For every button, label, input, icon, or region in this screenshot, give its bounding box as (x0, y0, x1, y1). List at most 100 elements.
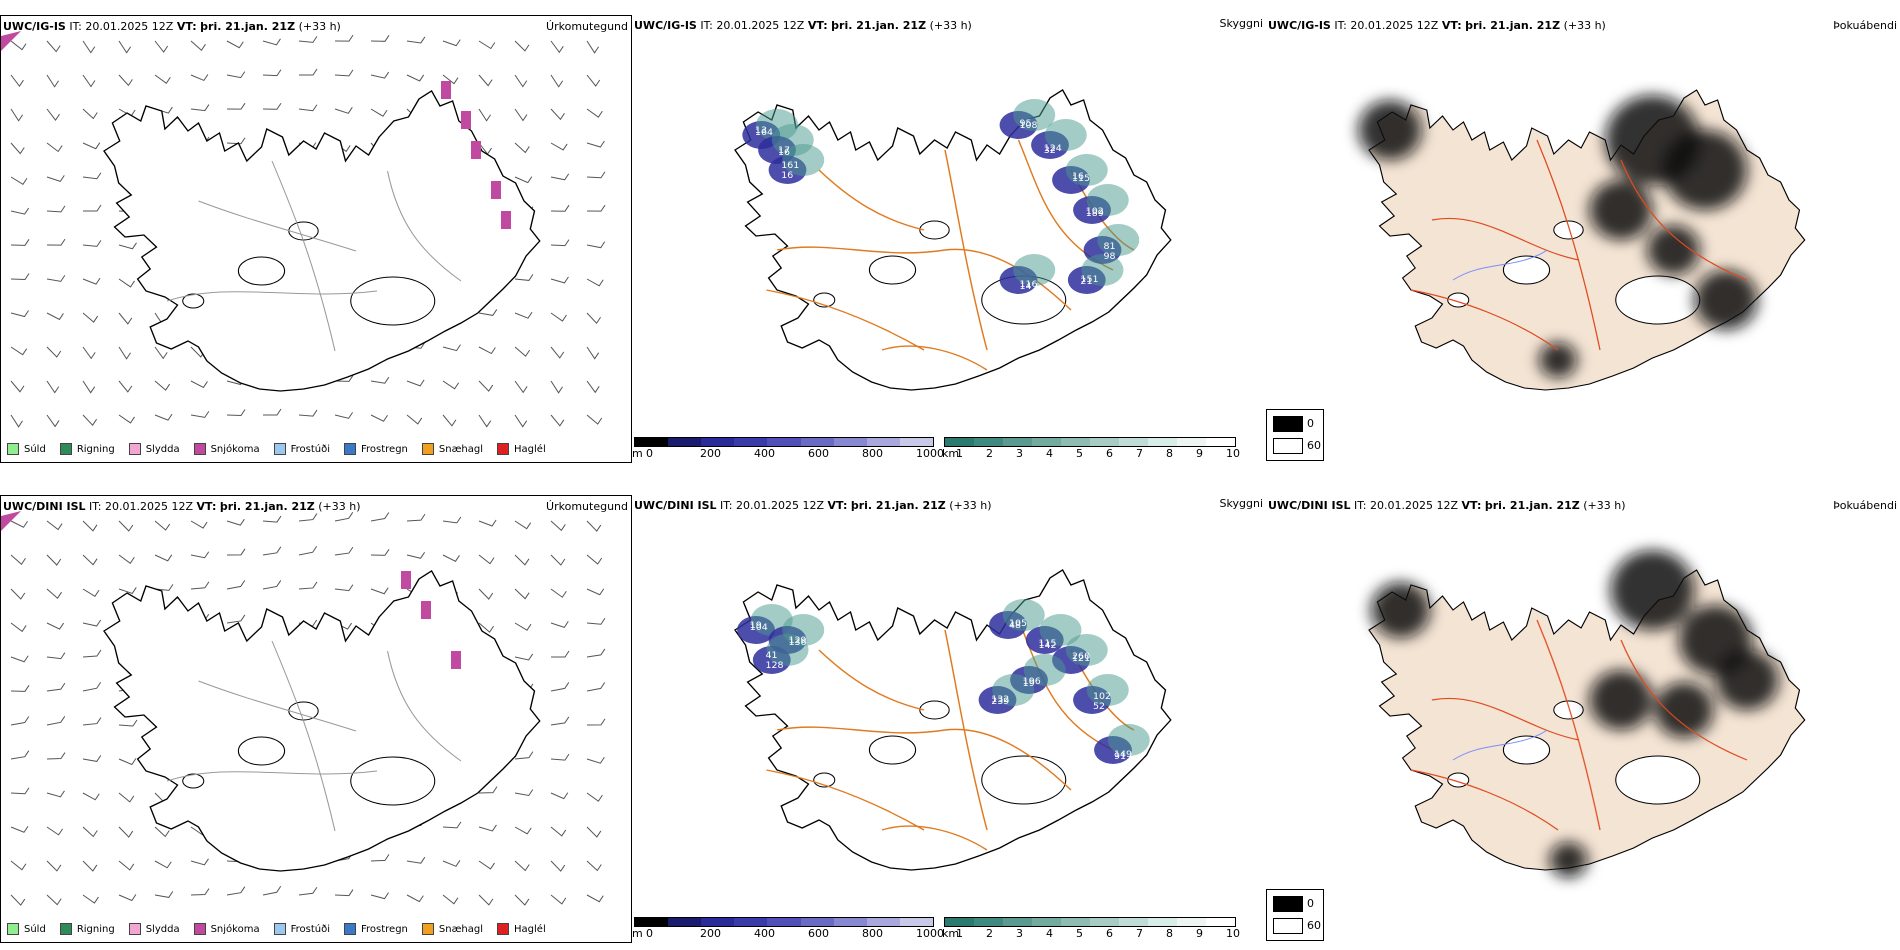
legend-swatch (273, 443, 286, 455)
wind-barb (118, 40, 132, 54)
wind-barb (550, 380, 563, 394)
cloud-base-label: 41 (765, 650, 777, 661)
wind-barb (82, 108, 98, 120)
wind-barb (550, 520, 566, 532)
snowfall-patch (1, 31, 21, 51)
wind-barb (190, 40, 206, 52)
cloud-base-label: 108 (1020, 120, 1038, 131)
cloud-base-label: 32 (1044, 145, 1056, 156)
wind-barb (82, 520, 98, 532)
wind-barb (46, 752, 66, 760)
road-line (1410, 769, 1559, 831)
road-line (766, 289, 925, 351)
cloud-base-colorbar: m 0 200 400 600 800 1000 (632, 915, 944, 945)
iceland-coastline (734, 89, 1172, 391)
wind-barb (298, 513, 318, 522)
glacier-outline (1502, 255, 1551, 285)
snowfall-patch (451, 651, 461, 669)
wind-barb (406, 894, 424, 903)
wind-barb-map (1, 511, 606, 906)
legend-swatch (7, 923, 19, 935)
colorbar-segment (701, 918, 735, 926)
panel-type-label: Skyggni (1219, 17, 1263, 30)
panel-header: UWC/IG-IS IT: 20.01.2025 12Z VT: þri. 21… (1268, 19, 1606, 32)
wind-barb (550, 860, 566, 872)
fog-area (1663, 130, 1747, 210)
wind-barb (586, 682, 606, 692)
wind-barb (46, 275, 66, 282)
low-visibility-area (1086, 184, 1129, 216)
wind-barb (442, 554, 460, 562)
wind-barb (334, 34, 354, 42)
wind-barb (370, 892, 389, 900)
wind-barb (406, 414, 423, 425)
legend-item: Snæhagl (421, 923, 483, 935)
legend-swatch (497, 923, 510, 935)
wind-barb (478, 519, 497, 527)
legend-item: Slydda (128, 443, 180, 455)
colorbar-tick: 800 (862, 447, 883, 460)
legend-label: Rigning (76, 923, 115, 935)
cloud-base-label: 48 (1009, 620, 1021, 631)
wind-barb (550, 826, 567, 837)
snowfall-patch (501, 211, 511, 229)
legend-item: Frostregn (344, 923, 408, 935)
low-visibility-area (1081, 254, 1124, 286)
wind-barb (586, 204, 606, 212)
fog-area (1589, 180, 1653, 240)
wind-barb (46, 346, 62, 358)
visibility-map: 1317169512416102981511161641616110832115… (734, 89, 1172, 391)
glacier-outline (350, 276, 436, 326)
cloud-base-label: 239 (991, 696, 1009, 707)
wind-barb (550, 792, 569, 800)
wind-barb (550, 74, 564, 88)
wind-barb (478, 74, 493, 87)
wind-barb (298, 581, 318, 590)
wind-barb (46, 682, 66, 692)
wind-barb (442, 860, 461, 867)
wind-barb (550, 173, 570, 181)
panel-type-label: Þokuábendi (1833, 19, 1897, 32)
road-line (881, 345, 988, 371)
wind-barb (190, 74, 209, 82)
wind-barb (298, 104, 318, 112)
legend-label: Frostregn (361, 923, 408, 935)
glacier-outline (1615, 275, 1701, 325)
glacier-outline (288, 221, 319, 241)
wind-barb (370, 587, 389, 595)
wind-barb (46, 826, 63, 836)
legend-label: Frostúði (290, 443, 330, 455)
wind-barb (10, 622, 27, 633)
wind-barb (442, 74, 459, 85)
wind-barb (118, 414, 135, 424)
wind-barb (118, 758, 137, 766)
wind-barb (190, 551, 210, 559)
wind-barb (586, 74, 601, 87)
fog-area (1654, 682, 1714, 738)
wind-barb (10, 310, 29, 318)
glacier-outline (182, 293, 205, 309)
wind-barb (190, 411, 210, 418)
low-visibility-area (1002, 599, 1045, 631)
wind-barb (10, 554, 26, 566)
wind-barb (478, 786, 498, 794)
cloud-base-label: 105 (1009, 618, 1027, 629)
wind-barb (118, 278, 135, 288)
colorbar-segment (734, 438, 768, 446)
colorbar-tick: 400 (754, 927, 775, 940)
colorbar-segment (1148, 918, 1177, 926)
colorbar-tick: 400 (754, 447, 775, 460)
colorbar-segment (945, 438, 974, 446)
cloud-base-label: 136 (789, 637, 807, 648)
fog-legend-low: 0 (1307, 897, 1314, 910)
glacier-outline (1553, 220, 1584, 240)
colorbar-tick: 200 (700, 927, 721, 940)
panel-type-label: Úrkomutegund (546, 500, 628, 513)
wind-barb (334, 546, 354, 556)
wind-barb (514, 176, 533, 184)
wind-barb (586, 140, 605, 148)
low-visibility-area (1039, 614, 1082, 646)
colorbar-tick: 3 (1016, 447, 1023, 460)
low-visibility-area (766, 634, 809, 666)
wind-barb (82, 40, 96, 54)
